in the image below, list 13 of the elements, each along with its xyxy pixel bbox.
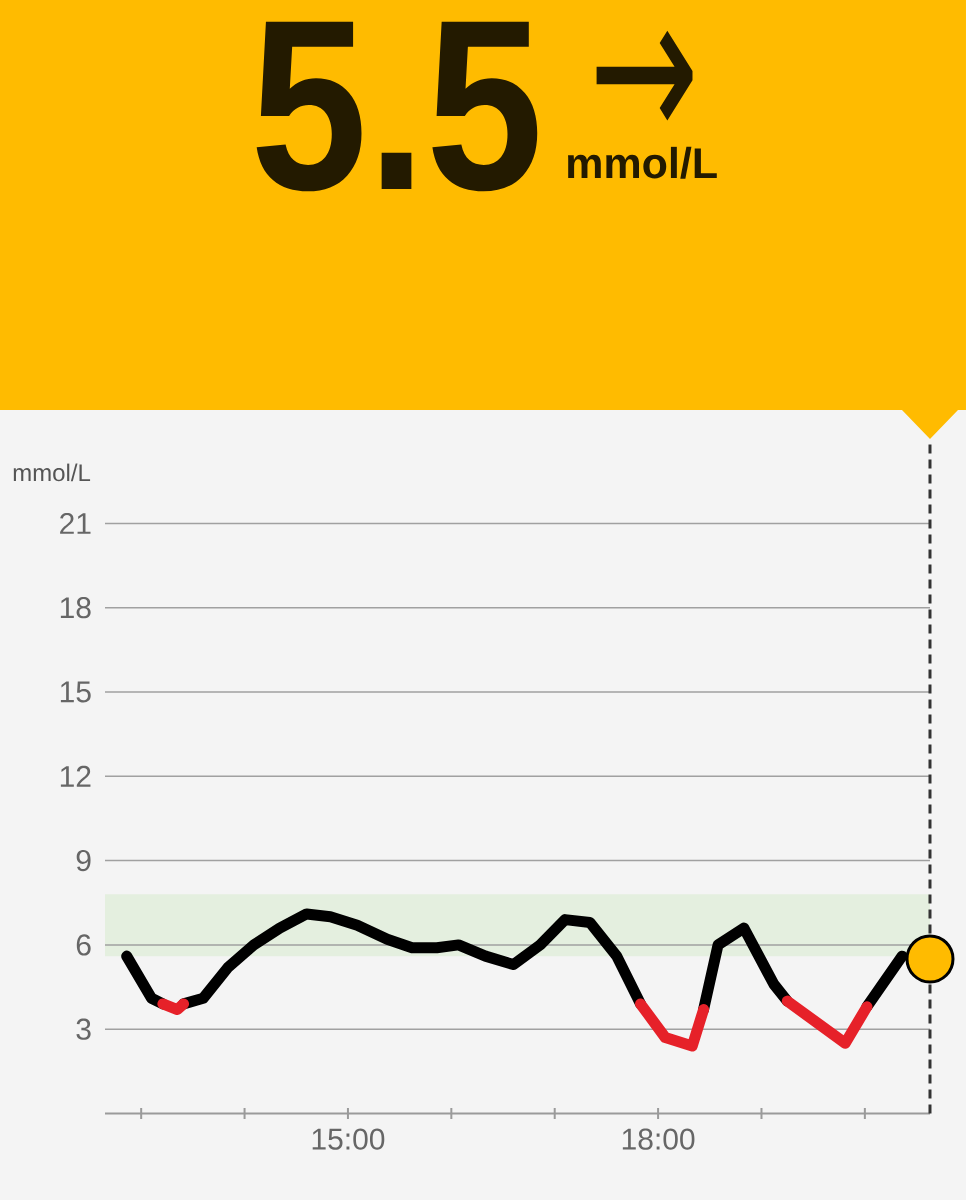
y-tick-label: 15 bbox=[60, 681, 91, 703]
y-tick-label: 9 bbox=[76, 849, 91, 872]
y-tick-label: 3 bbox=[76, 1018, 91, 1040]
x-tick-label: 15:00 bbox=[312, 1128, 385, 1150]
y-tick-label: 21 bbox=[60, 512, 91, 534]
text: → bbox=[596, 30, 693, 121]
y-tick-label: 12 bbox=[60, 765, 91, 787]
y-tick-label: 6 bbox=[76, 934, 91, 956]
chart-title: 5.5 bbox=[256, 21, 538, 192]
x-tick-label: 18:00 bbox=[622, 1128, 695, 1150]
y-tick-label: 18 bbox=[60, 597, 91, 619]
y-axis-title: mmol/L bbox=[13, 463, 91, 482]
chart-subtitle: mmol/L bbox=[568, 146, 717, 179]
